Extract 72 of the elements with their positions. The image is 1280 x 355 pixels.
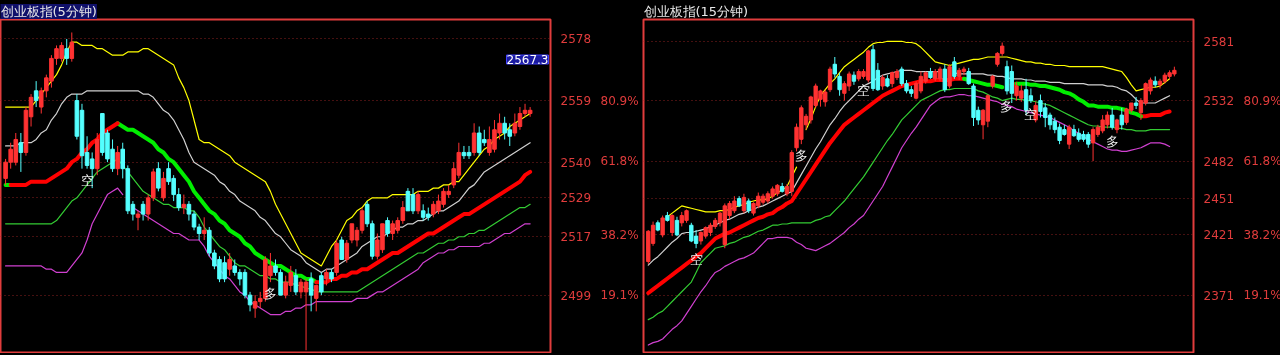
candlestick: [339, 236, 344, 260]
candlestick: [349, 223, 355, 244]
candlestick: [140, 200, 146, 222]
candlestick: [471, 122, 477, 157]
candlestick: [942, 63, 947, 93]
y2-tick-label: 61.8%: [1243, 153, 1280, 168]
candlestick: [1110, 107, 1115, 131]
candlestick: [1133, 96, 1139, 110]
candlestick: [313, 284, 319, 312]
text: 空: [857, 82, 870, 98]
y-tick-label: 2517: [560, 230, 592, 245]
candlestick: [156, 161, 161, 192]
candlestick: [64, 38, 69, 66]
candlestick: [33, 80, 39, 108]
candlestick: [527, 106, 533, 118]
candlestick: [115, 145, 120, 176]
text: 多: [794, 148, 808, 164]
candlestick: [741, 193, 747, 214]
y2-tick-label: 38.2%: [600, 228, 639, 242]
candlestick: [227, 252, 232, 277]
y-tick-label: 2581: [1203, 34, 1235, 49]
candlestick: [1066, 124, 1072, 150]
candlestick: [827, 66, 833, 93]
y-tick-label: 2529: [560, 191, 592, 206]
candlestick: [405, 187, 411, 212]
candlestick: [344, 239, 350, 264]
candlestick: [961, 66, 967, 76]
candlestick: [693, 229, 699, 249]
candlestick: [18, 132, 24, 173]
y2-tick-label: 61.8%: [600, 153, 639, 168]
candlestick: [660, 215, 665, 238]
candlestick: [385, 216, 390, 238]
candlestick: [947, 63, 952, 89]
y-tick-label: 2578: [560, 32, 592, 47]
annotation: 2567.3: [506, 53, 549, 67]
y2-tick-label: 80.9%: [1243, 93, 1280, 108]
candlestick: [293, 268, 299, 296]
y2-tick-label: 38.2%: [1243, 228, 1280, 243]
candlestick: [846, 71, 852, 92]
candlestick: [308, 271, 314, 312]
candlestick: [1090, 126, 1096, 162]
candlestick: [670, 213, 675, 237]
y2-tick-label: 19.1%: [600, 288, 639, 303]
candlestick: [512, 113, 518, 137]
candlestick: [303, 278, 309, 351]
candlestick: [201, 216, 207, 241]
y-tick-label: 2371: [1203, 288, 1235, 303]
y-tick-label: 2532: [1203, 94, 1235, 109]
candlestick: [461, 145, 467, 160]
y-tick-label: 2482: [1203, 154, 1235, 169]
candlestick: [161, 171, 166, 202]
candlestick: [298, 278, 304, 299]
candlestick: [69, 31, 75, 63]
candlestick: [837, 72, 842, 97]
chart-title: 创业板指(15分钟): [643, 4, 749, 19]
candlestick: [851, 71, 857, 86]
candlestick: [415, 190, 421, 215]
y-tick-label: 2421: [1203, 228, 1235, 243]
candlestick: [1119, 107, 1124, 131]
y2-tick-label: 19.1%: [1243, 288, 1280, 303]
y2-tick-label: 80.9%: [600, 93, 639, 108]
candlestick: [135, 210, 141, 231]
candlestick: [319, 271, 324, 296]
candlestick: [181, 194, 187, 215]
chart-title: 创业板指(5分钟): [0, 4, 97, 19]
y-tick-label: 2540: [560, 155, 592, 170]
text: 多: [1105, 133, 1119, 149]
candlestick: [832, 56, 837, 79]
y-tick-label: 2559: [560, 94, 592, 109]
y-tick-label: 2451: [1203, 192, 1235, 207]
candlestick: [952, 56, 957, 80]
y-tick-label: 2499: [560, 288, 592, 303]
